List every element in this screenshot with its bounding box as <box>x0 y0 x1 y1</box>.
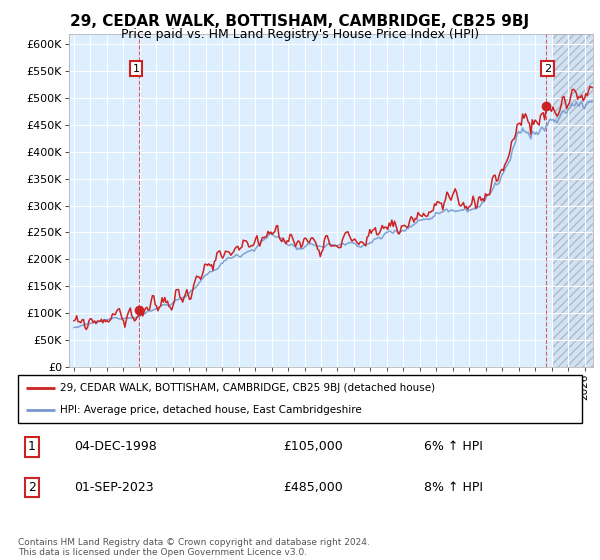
Text: 2: 2 <box>28 480 36 494</box>
Text: 1: 1 <box>28 440 36 454</box>
Text: 2: 2 <box>544 63 551 73</box>
FancyBboxPatch shape <box>18 375 582 423</box>
Text: £485,000: £485,000 <box>283 480 343 494</box>
Bar <box>551 34 600 367</box>
Text: Price paid vs. HM Land Registry's House Price Index (HPI): Price paid vs. HM Land Registry's House … <box>121 28 479 41</box>
Bar <box>551 34 600 367</box>
Text: 8% ↑ HPI: 8% ↑ HPI <box>424 480 483 494</box>
Text: 6% ↑ HPI: 6% ↑ HPI <box>424 440 483 454</box>
Text: 04-DEC-1998: 04-DEC-1998 <box>74 440 157 454</box>
Text: 29, CEDAR WALK, BOTTISHAM, CAMBRIDGE, CB25 9BJ: 29, CEDAR WALK, BOTTISHAM, CAMBRIDGE, CB… <box>70 14 530 29</box>
Text: Contains HM Land Registry data © Crown copyright and database right 2024.
This d: Contains HM Land Registry data © Crown c… <box>18 538 370 557</box>
Text: HPI: Average price, detached house, East Cambridgeshire: HPI: Average price, detached house, East… <box>60 405 362 415</box>
Text: 01-SEP-2023: 01-SEP-2023 <box>74 480 154 494</box>
Text: 1: 1 <box>133 63 140 73</box>
Text: £105,000: £105,000 <box>283 440 343 454</box>
Text: 29, CEDAR WALK, BOTTISHAM, CAMBRIDGE, CB25 9BJ (detached house): 29, CEDAR WALK, BOTTISHAM, CAMBRIDGE, CB… <box>60 383 436 393</box>
